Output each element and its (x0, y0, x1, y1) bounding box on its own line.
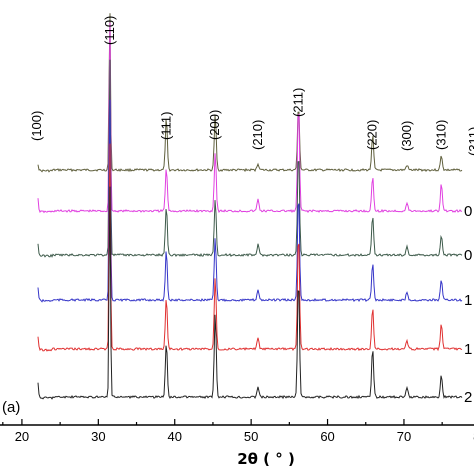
panel-label: (a) (2, 399, 20, 416)
x-tick-label-70: 70 (397, 429, 411, 444)
trace-2 (37, 22, 462, 214)
series-label-4: 1 (464, 292, 472, 309)
peak-label-7: (220) (365, 120, 380, 150)
peak-label-5: (210) (250, 120, 265, 150)
peak-label-3: (111) (158, 112, 173, 140)
peak-label-6: (211) (291, 88, 306, 117)
peak-label-2: (110) (102, 16, 117, 45)
trace-6 (37, 186, 463, 400)
x-axis-ticks: 20304050607080 (2, 419, 474, 444)
peak-labels: (100) (110) (111) (200) (210) (211) (220) (300)… (29, 16, 474, 156)
x-axis-label: 2θ ( ° ) (237, 450, 295, 468)
series-label-5: 1 (464, 341, 472, 358)
x-tick-label-50: 50 (244, 429, 258, 444)
peak-label-9: (310) (433, 120, 448, 150)
series-label-3: 0 (464, 247, 472, 264)
x-tick-label-20: 20 (15, 429, 29, 444)
x-tick-label-60: 60 (320, 429, 334, 444)
peak-label-1: (100) (29, 111, 44, 141)
x-tick-label-40: 40 (168, 429, 182, 444)
trace-3 (37, 59, 463, 258)
peak-label-10: (311) (466, 127, 474, 156)
series-side-labels: 0 0 1 1 2 (464, 203, 472, 406)
trace-5 (37, 143, 463, 352)
peak-label-8: (300) (399, 121, 414, 151)
diffraction-traces (37, 13, 463, 400)
series-label-6: 2 (464, 389, 472, 406)
series-label-2: 0 (464, 203, 472, 220)
x-tick-label-30: 30 (91, 429, 105, 444)
peak-label-4: (200) (207, 110, 222, 140)
